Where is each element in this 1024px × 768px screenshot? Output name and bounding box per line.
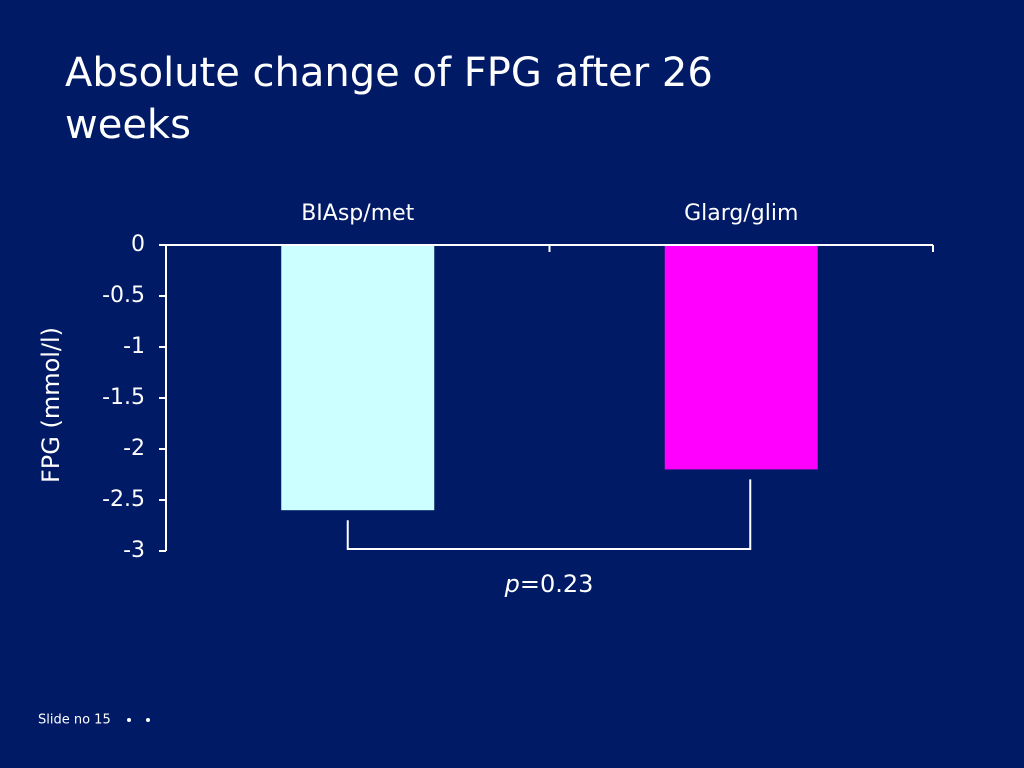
y-tick-label: -0.5 — [102, 283, 145, 308]
bullet — [146, 718, 150, 722]
y-tick-label: -2 — [123, 436, 145, 461]
category-label: BIAsp/met — [301, 201, 414, 226]
category-label: Glarg/glim — [684, 201, 798, 226]
y-tick-label: -2.5 — [102, 487, 145, 512]
slide-title: Absolute change of FPG after 26 weeks — [65, 50, 713, 148]
annotation-part: =0.23 — [520, 570, 594, 598]
annotation-part: p — [504, 570, 520, 598]
y-axis-label: FPG (mmol/l) — [37, 327, 65, 483]
bullet — [127, 718, 131, 722]
y-tick-label: -1.5 — [102, 385, 145, 410]
bar — [281, 245, 435, 511]
annotation: p=0.23 — [504, 570, 594, 598]
y-tick-label: 0 — [131, 232, 145, 257]
y-tick-label: -1 — [123, 334, 145, 359]
bar — [664, 245, 818, 470]
y-tick-label: -3 — [123, 538, 145, 563]
significance-bracket — [346, 479, 752, 550]
footer: Slide no 15 — [38, 713, 111, 728]
